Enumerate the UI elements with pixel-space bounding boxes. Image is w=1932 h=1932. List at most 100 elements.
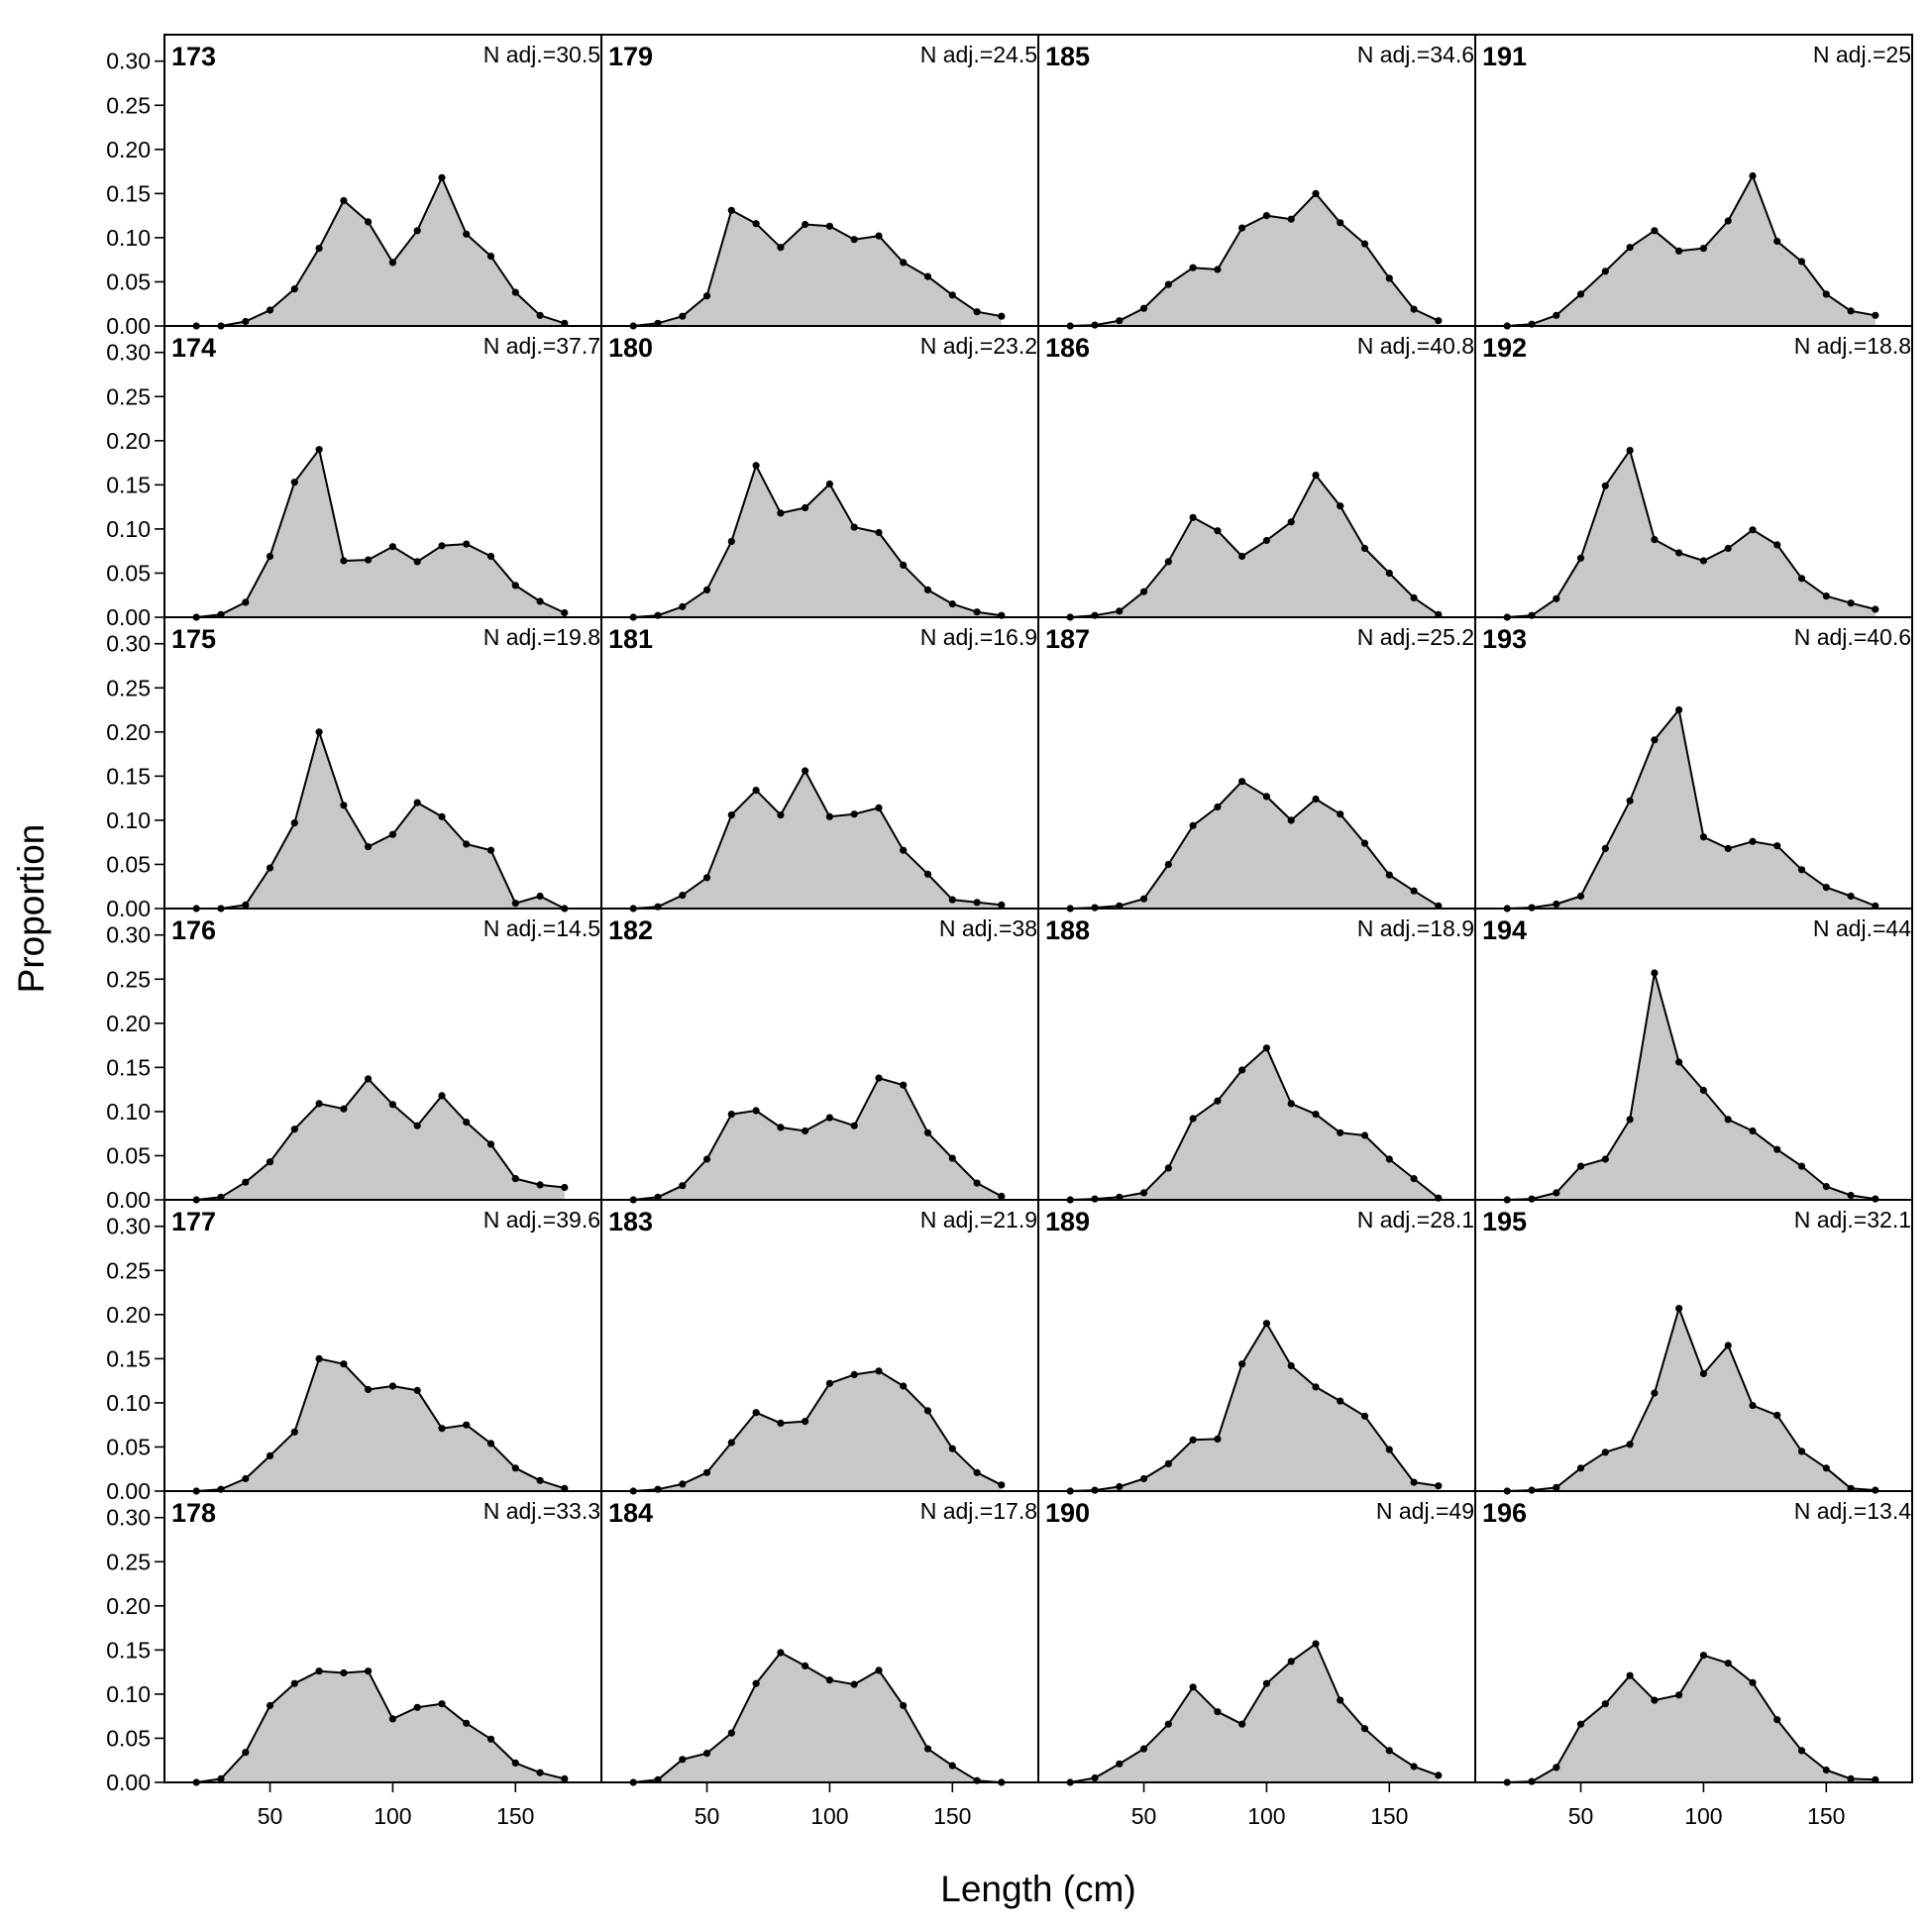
data-point-185-130 — [1337, 219, 1344, 227]
data-point-173-150 — [511, 288, 519, 296]
data-point-173-110 — [413, 227, 421, 235]
series-line-175 — [196, 730, 566, 910]
area-fill-183 — [633, 1370, 1002, 1491]
panel-n-label-175: N adj.=19.8 — [483, 624, 600, 650]
data-point-182-40 — [679, 1182, 687, 1190]
data-point-177-60 — [290, 1428, 298, 1436]
area-fill-178 — [196, 1670, 565, 1782]
data-point-190-40 — [1116, 1760, 1124, 1768]
data-point-193-150 — [1822, 884, 1830, 892]
data-point-180-100 — [825, 480, 834, 488]
data-point-181-70 — [752, 787, 760, 795]
data-point-189-150 — [1385, 1446, 1393, 1453]
data-point-192-100 — [1699, 557, 1707, 565]
data-point-177-40 — [242, 1474, 250, 1483]
area-fill-176 — [196, 1078, 565, 1200]
data-point-194-120 — [1749, 1127, 1757, 1135]
data-point-175-90 — [365, 843, 373, 851]
data-point-182-160 — [973, 1179, 981, 1187]
panel-n-label-190: N adj.=49 — [1376, 1498, 1474, 1524]
x-tick-label: 150 — [1807, 1803, 1845, 1829]
data-point-193-130 — [1773, 842, 1781, 850]
data-point-190-60 — [1164, 1720, 1172, 1728]
data-point-189-160 — [1410, 1478, 1418, 1486]
data-point-194-60 — [1601, 1155, 1609, 1163]
data-point-173-130 — [463, 230, 471, 238]
data-point-182-60 — [727, 1111, 735, 1119]
data-point-174-140 — [486, 552, 495, 561]
y-tick-label: 0.10 — [106, 1099, 151, 1125]
y-tick-label: 0.00 — [106, 896, 151, 921]
data-point-195-60 — [1601, 1449, 1609, 1456]
data-point-174-60 — [290, 479, 298, 486]
area-fill-180 — [633, 465, 1002, 617]
y-tick-label: 0.30 — [106, 340, 151, 366]
data-point-174-150 — [511, 582, 519, 590]
data-point-173-80 — [340, 196, 348, 205]
data-point-188-70 — [1189, 1115, 1197, 1123]
data-point-178-50 — [266, 1701, 274, 1710]
data-point-175-150 — [511, 900, 519, 908]
panel-n-label-195: N adj.=32.1 — [1794, 1207, 1911, 1233]
data-point-181-80 — [777, 811, 785, 819]
data-point-187-160 — [1410, 887, 1418, 895]
data-point-180-120 — [875, 528, 883, 537]
panel-182: 182 N adj.=38 — [608, 915, 1037, 1204]
area-fill-187 — [1070, 781, 1439, 909]
data-point-181-50 — [702, 874, 711, 882]
area-fill-182 — [633, 1078, 1002, 1200]
data-point-173-140 — [486, 253, 495, 261]
data-point-175-110 — [413, 799, 421, 806]
series-line-191 — [1507, 174, 1876, 327]
panel-n-label-193: N adj.=40.6 — [1794, 624, 1911, 650]
data-point-186-60 — [1164, 558, 1172, 566]
data-point-189-130 — [1337, 1397, 1344, 1405]
data-point-189-120 — [1312, 1383, 1320, 1391]
panel-n-label-183: N adj.=21.9 — [920, 1207, 1037, 1233]
panel-label-181: 181 — [608, 624, 653, 654]
panel-label-184: 184 — [608, 1498, 653, 1528]
data-point-195-80 — [1651, 1389, 1659, 1397]
data-point-189-170 — [1435, 1482, 1443, 1490]
data-point-176-100 — [388, 1101, 396, 1109]
area-fill-177 — [196, 1358, 565, 1491]
data-point-184-70 — [752, 1679, 760, 1687]
data-point-184-60 — [727, 1729, 735, 1737]
data-point-188-150 — [1385, 1155, 1393, 1163]
panel-n-label-188: N adj.=18.9 — [1357, 915, 1474, 941]
series-line-189 — [1070, 1322, 1439, 1492]
panel-label-195: 195 — [1482, 1207, 1527, 1236]
data-point-192-90 — [1675, 549, 1683, 557]
data-point-191-90 — [1675, 247, 1683, 255]
data-point-173-60 — [290, 285, 298, 293]
data-point-179-150 — [948, 291, 956, 299]
series-line-185 — [1070, 192, 1440, 327]
area-fill-194 — [1507, 973, 1876, 1200]
data-point-176-110 — [413, 1122, 421, 1129]
series-line-188 — [1070, 1046, 1440, 1201]
y-tick-label: 0.30 — [106, 1214, 151, 1239]
data-point-195-110 — [1724, 1342, 1732, 1349]
x-tick-label: 50 — [695, 1803, 720, 1829]
data-point-178-130 — [463, 1719, 471, 1727]
data-point-192-40 — [1553, 594, 1560, 602]
data-point-191-100 — [1699, 245, 1707, 253]
panel-189: 189 N adj.=28.1 — [1045, 1207, 1474, 1495]
data-point-173-40 — [242, 317, 250, 326]
y-tick-label: 0.20 — [106, 719, 151, 745]
panel-n-label-173: N adj.=30.5 — [483, 42, 600, 67]
data-point-190-80 — [1214, 1708, 1222, 1716]
data-point-196-150 — [1822, 1766, 1830, 1774]
panel-191: 191 N adj.=25 — [1482, 42, 1911, 330]
data-point-176-70 — [315, 1100, 323, 1108]
data-point-191-150 — [1822, 290, 1830, 298]
data-point-193-140 — [1797, 866, 1806, 874]
data-point-184-50 — [702, 1750, 711, 1758]
panel-label-188: 188 — [1045, 915, 1090, 945]
x-tick-label: 100 — [1247, 1803, 1285, 1829]
data-point-194-140 — [1797, 1162, 1806, 1170]
data-point-184-120 — [875, 1666, 883, 1674]
data-point-178-30 — [217, 1774, 225, 1782]
data-point-186-100 — [1262, 536, 1270, 545]
